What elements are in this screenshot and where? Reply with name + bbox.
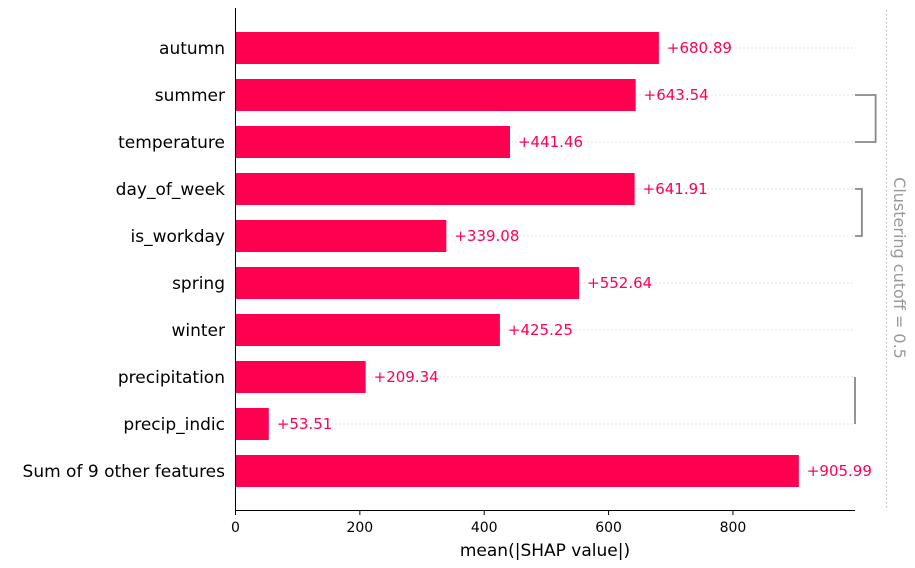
bar xyxy=(235,32,659,64)
y-tick-label: spring xyxy=(172,274,225,294)
y-tick-label: temperature xyxy=(118,133,225,153)
value-label: +643.54 xyxy=(644,86,709,104)
value-label: +425.25 xyxy=(508,321,573,339)
x-tick-label: 400 xyxy=(471,520,498,536)
bar xyxy=(235,126,510,158)
y-tick-label: Sum of 9 other features xyxy=(23,462,226,482)
value-label: +53.51 xyxy=(277,415,333,433)
bar xyxy=(235,267,580,299)
value-label: +680.89 xyxy=(667,39,732,57)
x-tick-label: 800 xyxy=(720,520,747,536)
value-label: +552.64 xyxy=(587,274,652,292)
y-tick-label: precip_indic xyxy=(123,415,225,435)
x-ticks: 0 200 400 600 800 xyxy=(231,510,746,536)
cluster-bracket xyxy=(855,94,877,143)
bar xyxy=(235,314,500,346)
y-tick-label: precipitation xyxy=(118,368,225,388)
labels: autumn +680.89 summer +643.54 temperature +44… xyxy=(23,39,872,482)
y-tick-label: day_of_week xyxy=(116,180,225,200)
y-tick-label: summer xyxy=(155,86,225,106)
y-tick-label: autumn xyxy=(159,39,225,59)
cluster-bracket xyxy=(855,188,863,237)
bars xyxy=(235,32,799,487)
y-tick-label: is_workday xyxy=(131,227,226,247)
x-tick-label: 200 xyxy=(346,520,373,536)
bar xyxy=(235,79,636,111)
bar xyxy=(235,361,366,393)
value-label: +905.99 xyxy=(807,462,872,480)
value-label: +339.08 xyxy=(454,227,519,245)
value-label: +209.34 xyxy=(374,368,439,386)
clustering-dendrogram xyxy=(854,94,877,424)
x-axis-label: mean(|SHAP value|) xyxy=(460,541,630,561)
bar xyxy=(235,173,635,205)
bar xyxy=(235,455,799,487)
bar xyxy=(235,220,447,252)
bar xyxy=(235,408,269,440)
row-guides xyxy=(235,47,855,472)
cutoff-label: Clustering cutoff = 0.5 xyxy=(890,177,909,359)
x-tick-label: 600 xyxy=(595,520,622,536)
value-label: +641.91 xyxy=(643,180,708,198)
value-label: +441.46 xyxy=(518,133,583,151)
x-tick-label: 0 xyxy=(231,520,240,536)
y-tick-label: winter xyxy=(171,321,225,341)
